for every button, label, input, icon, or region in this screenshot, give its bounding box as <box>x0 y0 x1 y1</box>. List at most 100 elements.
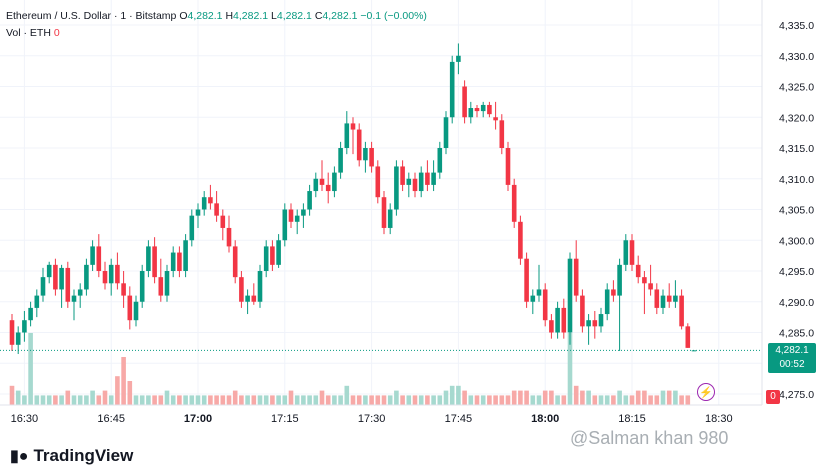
volume-bar <box>456 385 461 405</box>
x-tick-label: 17:45 <box>445 413 473 425</box>
volume-bar <box>77 395 83 405</box>
volume-bar <box>158 395 164 405</box>
candle-body <box>561 307 567 333</box>
candle-body <box>96 246 102 271</box>
volume-bar <box>257 395 263 405</box>
volume-bar <box>580 390 585 405</box>
volume-bar <box>102 390 108 405</box>
candle-body <box>301 209 306 216</box>
candle-body <box>344 123 350 148</box>
volume-bar <box>673 390 678 405</box>
volume-bar <box>592 395 598 405</box>
volume-bar <box>431 395 436 405</box>
volume-bar <box>294 395 300 405</box>
volume-bar <box>462 390 467 405</box>
volume-bar <box>400 395 405 405</box>
time-axis[interactable]: 16:30 16:45 17:00 17:15 17:30 17:45 18:00 18:15… <box>0 404 762 425</box>
close-label: C <box>314 10 323 22</box>
volume-bar <box>34 395 40 405</box>
x-tick-label: 18:15 <box>618 413 646 425</box>
volume-bar <box>666 390 672 405</box>
candle-body <box>654 289 660 308</box>
y-tick-label: 4,320.0 <box>779 112 814 124</box>
candle-body <box>226 227 232 247</box>
volume-bar <box>369 395 374 405</box>
volume-bar <box>220 395 226 405</box>
volume-bar <box>189 395 195 405</box>
volume-bar <box>387 395 393 405</box>
volume-bar <box>59 395 64 405</box>
volume-bar <box>232 390 238 405</box>
candle-body <box>387 209 393 228</box>
volume-bar <box>214 395 219 405</box>
volume-bar <box>524 390 529 405</box>
volume-bar <box>9 385 15 405</box>
volume-bar <box>425 395 430 405</box>
candle-body <box>524 258 529 302</box>
candle-body <box>115 264 120 284</box>
volume-bar <box>530 395 536 405</box>
x-tick-label: 17:15 <box>271 413 299 425</box>
volume-bar <box>201 395 207 405</box>
volume-bar <box>164 390 170 405</box>
candle-body <box>617 264 622 296</box>
volume-bar <box>239 395 244 405</box>
volume-bar <box>350 395 356 405</box>
volume-bar <box>208 395 213 405</box>
candle-body <box>542 289 548 321</box>
candle-body <box>46 264 52 278</box>
candle-body <box>220 215 226 228</box>
candle-body <box>673 295 678 302</box>
symbol-title[interactable]: Ethereum / U.S. Dollar · 1 · Bitstamp <box>6 10 177 22</box>
volume-bar <box>139 395 145 405</box>
volume-bar <box>679 395 684 405</box>
volume-label[interactable]: Vol · ETH <box>6 27 51 39</box>
volume-bar <box>536 395 542 405</box>
candle-body <box>263 246 269 271</box>
candle-body <box>65 267 71 302</box>
candle-body <box>443 117 449 148</box>
volume-bar <box>15 390 21 405</box>
volume-bar <box>493 395 498 405</box>
price-candles <box>9 43 697 355</box>
volume-value: 0 <box>53 27 60 39</box>
volume-bar <box>505 395 511 405</box>
candle-body <box>425 172 430 185</box>
volume-bar <box>270 395 275 405</box>
volume-bar <box>245 395 250 405</box>
candle-body <box>59 267 64 290</box>
candle-body <box>518 221 523 259</box>
volume-bar <box>406 395 412 405</box>
candle-body <box>375 166 381 198</box>
volume-bar <box>332 395 337 405</box>
candle-body <box>282 209 288 241</box>
symbol-header: Ethereum / U.S. Dollar · 1 · Bitstamp O4… <box>6 10 427 22</box>
volume-bar <box>654 395 660 405</box>
candle-body <box>369 148 374 167</box>
candle-body <box>146 246 151 271</box>
volume-bar <box>586 390 591 405</box>
volume-bar <box>449 385 455 405</box>
x-tick-label: 18:00 <box>531 413 559 425</box>
volume-bar <box>573 385 579 405</box>
volume-bar <box>313 395 319 405</box>
volume-bar <box>381 395 387 405</box>
candle-body <box>499 120 505 148</box>
last-price-tag: 4,282.1 00:52 <box>768 343 816 373</box>
volume-bar <box>567 333 573 405</box>
volume-bar <box>611 395 616 405</box>
candle-body <box>480 104 486 112</box>
tradingview-logo[interactable]: ▮● TradingView <box>10 446 133 466</box>
x-tick-label: 18:30 <box>705 413 733 425</box>
candle-body <box>257 271 263 302</box>
candle-body <box>102 271 108 284</box>
candle-body <box>679 295 684 327</box>
candle-body <box>319 178 325 185</box>
x-tick-label: 16:45 <box>97 413 125 425</box>
volume-bar <box>71 395 77 405</box>
candle-body <box>629 240 635 265</box>
candle-body <box>536 289 542 296</box>
candle-body <box>505 148 511 185</box>
lightning-icon[interactable]: ⚡ <box>697 383 715 401</box>
